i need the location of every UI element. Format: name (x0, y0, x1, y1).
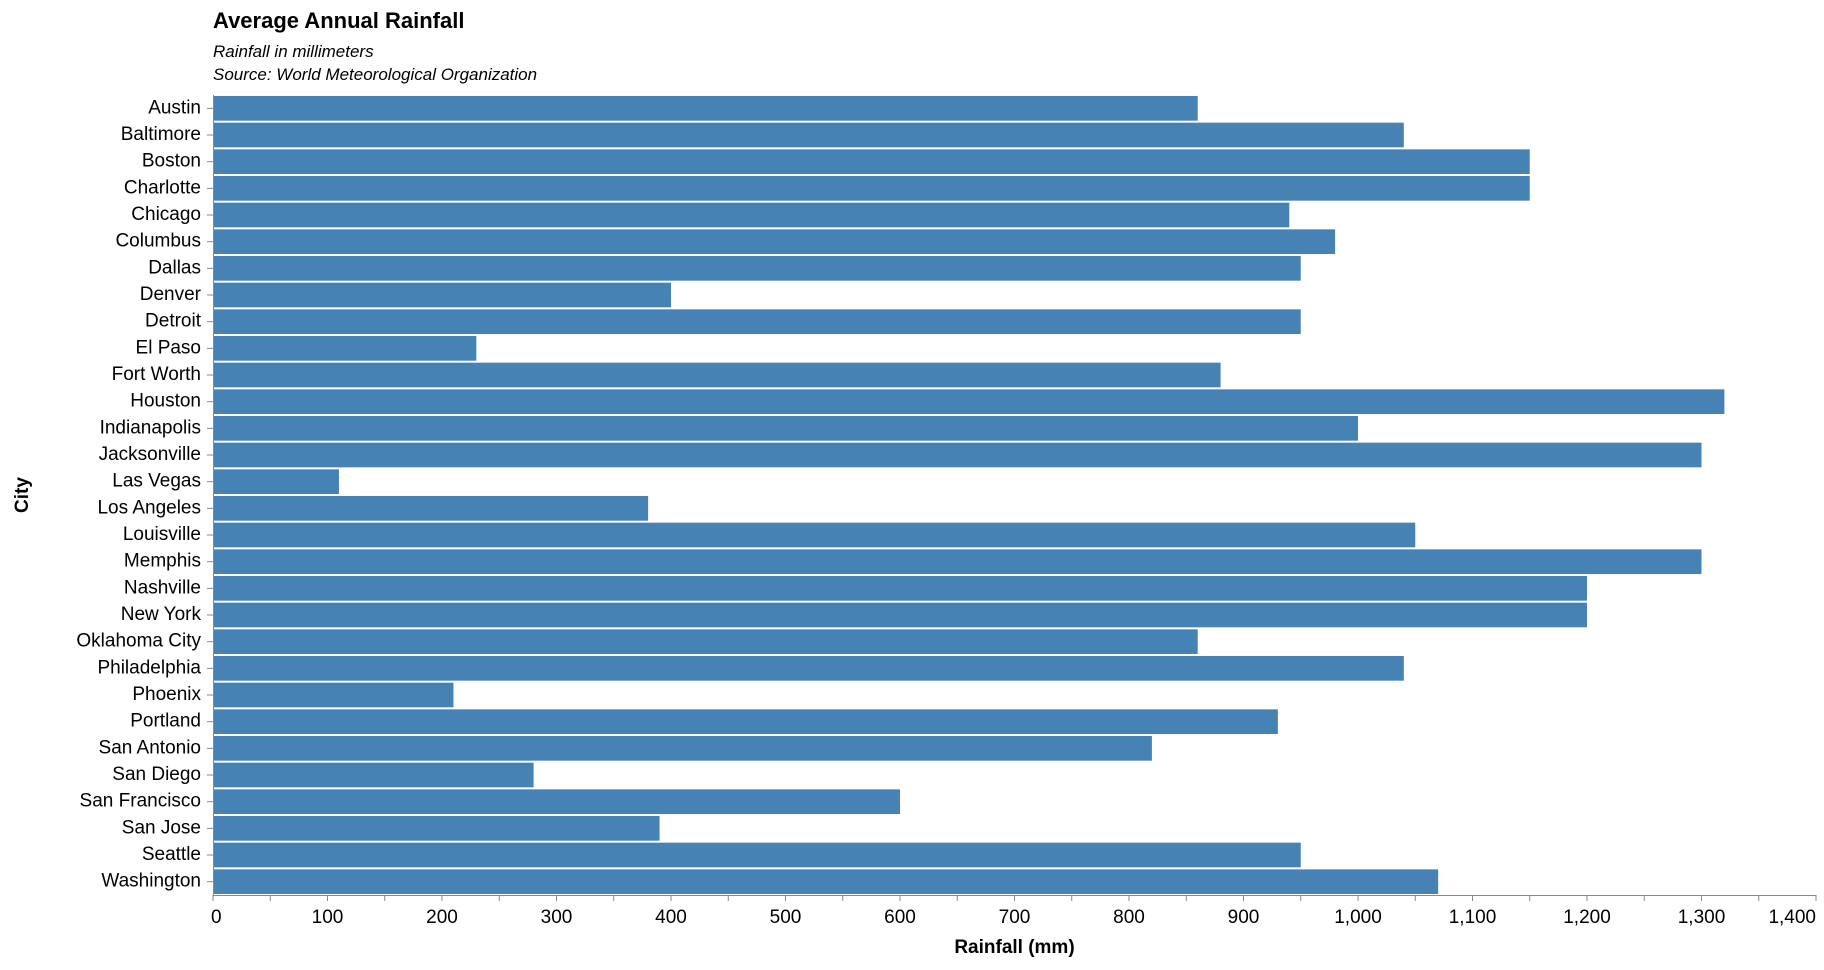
y-tick-label: Oklahoma City (76, 631, 201, 652)
bar-nashville (213, 576, 1587, 601)
bar-philadelphia (213, 656, 1404, 681)
bar-san-francisco (213, 789, 900, 814)
y-tick-label: Austin (148, 97, 201, 118)
bar-austin (213, 96, 1198, 121)
y-tick-label: Baltimore (121, 124, 201, 145)
bar-memphis (213, 549, 1702, 574)
y-tick-label: Las Vegas (112, 471, 201, 492)
bar-seattle (213, 842, 1301, 868)
y-tick-label: Dallas (148, 257, 201, 278)
bar-dallas (213, 256, 1301, 281)
y-axis-title: City (12, 477, 33, 513)
y-tick-label: Indianapolis (100, 417, 201, 438)
bar-oklahoma-city (213, 629, 1198, 654)
x-tick-label: 1,300 (1678, 907, 1726, 928)
y-tick-label: Charlotte (124, 177, 201, 198)
bar-chicago (213, 202, 1290, 228)
y-tick-label: El Paso (136, 337, 201, 358)
bar-washington (213, 869, 1439, 894)
x-tick-label: 400 (655, 907, 687, 928)
bar-san-jose (213, 816, 660, 841)
y-tick-label: Boston (142, 151, 201, 172)
y-tick-label: Columbus (115, 231, 201, 252)
x-tick-label: 500 (770, 907, 802, 928)
bar-new-york (213, 602, 1587, 628)
chart-title: Average Annual Rainfall (213, 8, 465, 33)
y-tick-label: Fort Worth (112, 364, 201, 385)
x-axis-title: Rainfall (mm) (954, 937, 1074, 958)
bar-indianapolis (213, 416, 1358, 441)
x-tick-label: 1,000 (1334, 907, 1382, 928)
y-tick-label: Phoenix (132, 684, 201, 705)
y-tick-label: Chicago (131, 204, 201, 225)
bar-detroit (213, 309, 1301, 334)
y-tick-label: New York (121, 604, 202, 625)
bar-las-vegas (213, 469, 339, 494)
bar-jacksonville (213, 442, 1702, 468)
x-tick-label: 1,100 (1449, 907, 1497, 928)
x-tick-label: 700 (999, 907, 1031, 928)
bar-houston (213, 389, 1725, 414)
y-tick-label: Nashville (124, 577, 201, 598)
y-tick-label: Portland (130, 711, 201, 732)
bar-los-angeles (213, 496, 649, 521)
y-tick-label: Philadelphia (97, 657, 201, 678)
y-tick-label: Denver (140, 284, 202, 305)
chart-subtitle-units: Rainfall in millimeters (213, 42, 374, 61)
y-tick-label: San Jose (122, 817, 201, 838)
bar-boston (213, 149, 1530, 174)
bar-fort-worth (213, 362, 1221, 388)
y-tick-label: San Antonio (99, 737, 201, 758)
y-tick-label: Memphis (124, 551, 201, 572)
x-tick-label: 800 (1113, 907, 1145, 928)
bar-baltimore (213, 122, 1404, 148)
y-tick-label: San Diego (112, 764, 201, 785)
y-tick-label: San Francisco (80, 791, 201, 812)
chart-subtitle-source: Source: World Meteorological Organizatio… (213, 65, 538, 84)
bar-denver (213, 282, 671, 308)
x-tick-label: 100 (312, 907, 344, 928)
x-tick-label: 1,400 (1768, 907, 1816, 928)
x-tick-label: 1,200 (1563, 907, 1611, 928)
y-tick-label: Houston (130, 391, 201, 412)
y-axis: Austin Baltimore Boston Charlotte Chicago Col… (76, 95, 214, 895)
y-tick-label: Detroit (145, 311, 202, 332)
bar-phoenix (213, 682, 454, 708)
x-axis: 0 100 200 300 400 500 600 700 800 900 1,000 1,100 1,… (211, 895, 1817, 928)
x-tick-label: 600 (884, 907, 916, 928)
y-tick-label: Los Angeles (97, 497, 201, 518)
bar-el-paso (213, 336, 477, 361)
x-tick-label: 900 (1228, 907, 1260, 928)
x-tick-label: 200 (426, 907, 458, 928)
bar-louisville (213, 522, 1416, 548)
y-tick-label: Washington (101, 871, 201, 892)
x-tick-label: 0 (211, 907, 222, 928)
bar-columbus (213, 229, 1336, 254)
bar-charlotte (213, 176, 1530, 201)
bars-group (213, 96, 1725, 894)
bar-san-diego (213, 762, 534, 788)
bar-san-antonio (213, 736, 1152, 761)
y-tick-label: Seattle (142, 844, 201, 865)
y-tick-label: Louisville (123, 524, 201, 545)
x-tick-label: 300 (541, 907, 573, 928)
y-tick-label: Jacksonville (99, 444, 201, 465)
bar-portland (213, 709, 1278, 734)
